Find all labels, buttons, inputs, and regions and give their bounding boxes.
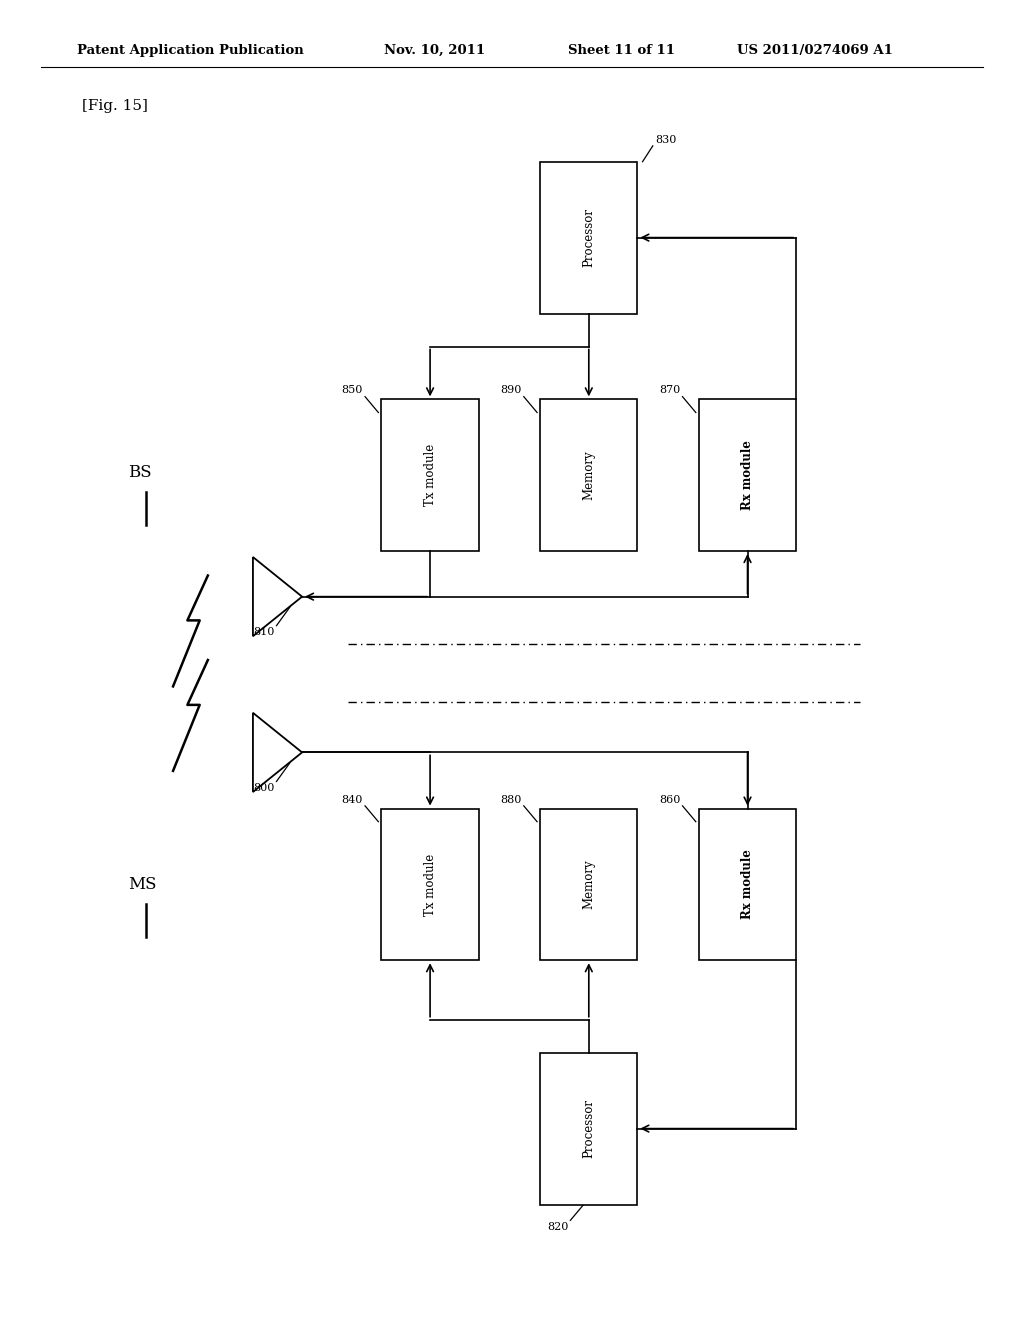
Text: Nov. 10, 2011: Nov. 10, 2011 <box>384 44 485 57</box>
Text: [Fig. 15]: [Fig. 15] <box>82 99 147 112</box>
Text: Tx module: Tx module <box>424 853 436 916</box>
Text: Memory: Memory <box>583 450 595 500</box>
Text: Sheet 11 of 11: Sheet 11 of 11 <box>568 44 675 57</box>
Bar <box>541 400 637 552</box>
Text: Tx module: Tx module <box>424 444 436 507</box>
Text: MS: MS <box>128 876 157 892</box>
Text: 830: 830 <box>655 135 676 144</box>
Bar <box>541 162 637 314</box>
Text: 860: 860 <box>659 795 680 804</box>
Text: 850: 850 <box>342 385 362 396</box>
Text: 810: 810 <box>253 627 274 638</box>
Bar <box>698 808 797 961</box>
Text: 880: 880 <box>501 795 521 804</box>
Bar <box>541 808 637 961</box>
Text: 840: 840 <box>342 795 362 804</box>
Text: Rx module: Rx module <box>741 850 754 919</box>
Bar <box>698 400 797 552</box>
Text: US 2011/0274069 A1: US 2011/0274069 A1 <box>737 44 893 57</box>
Text: 870: 870 <box>659 385 680 396</box>
Text: Patent Application Publication: Patent Application Publication <box>77 44 303 57</box>
Text: 800: 800 <box>253 783 274 793</box>
Text: 890: 890 <box>501 385 521 396</box>
Text: Rx module: Rx module <box>741 441 754 510</box>
Bar <box>381 400 479 552</box>
Bar <box>381 808 479 961</box>
Text: Processor: Processor <box>583 1100 595 1158</box>
Text: Processor: Processor <box>583 209 595 267</box>
Bar <box>541 1053 637 1204</box>
Text: Memory: Memory <box>583 859 595 909</box>
Text: 820: 820 <box>547 1222 568 1232</box>
Text: BS: BS <box>128 465 152 480</box>
